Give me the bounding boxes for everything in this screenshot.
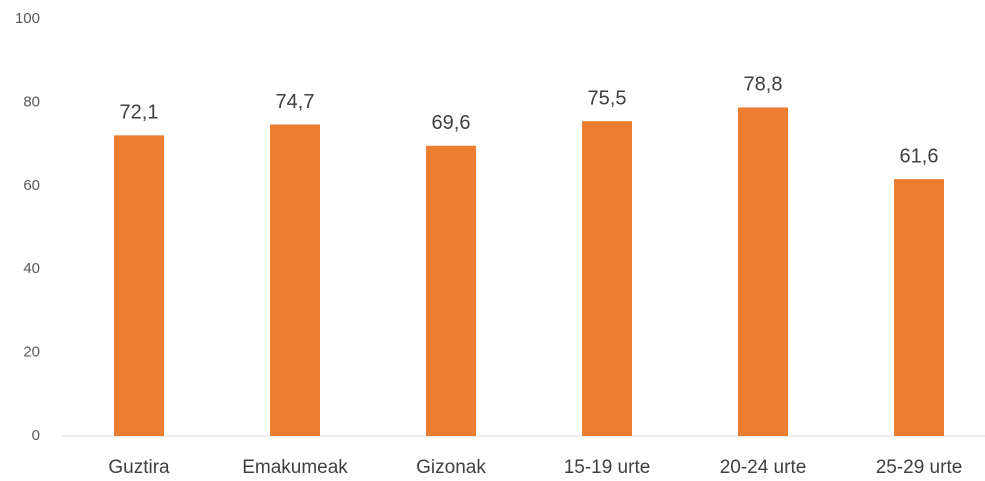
bar <box>114 135 164 436</box>
y-tick-label: 40 <box>23 260 40 277</box>
bar <box>894 179 944 437</box>
bar <box>426 145 476 436</box>
data-label: 75,5 <box>588 87 627 109</box>
x-tick-label: Emakumeak <box>242 457 348 478</box>
y-tick-label: 60 <box>23 177 40 194</box>
x-tick-label: 25-29 urte <box>876 457 963 478</box>
y-tick-label: 0 <box>32 427 40 444</box>
y-tick-label: 80 <box>23 93 40 110</box>
data-label: 74,7 <box>276 91 315 113</box>
bar <box>270 124 320 436</box>
x-tick-label: 15-19 urte <box>564 457 651 478</box>
x-tick-label: Gizonak <box>416 457 486 478</box>
bar <box>582 121 632 436</box>
x-tick-label: 20-24 urte <box>720 457 807 478</box>
data-label: 61,6 <box>900 145 939 167</box>
data-label: 69,6 <box>432 112 471 134</box>
data-label: 78,8 <box>744 74 783 96</box>
x-tick-label: Guztira <box>108 457 170 478</box>
bar <box>738 107 788 437</box>
y-tick-label: 20 <box>23 344 40 361</box>
data-label: 72,1 <box>120 102 159 124</box>
y-tick-label: 100 <box>15 10 40 27</box>
